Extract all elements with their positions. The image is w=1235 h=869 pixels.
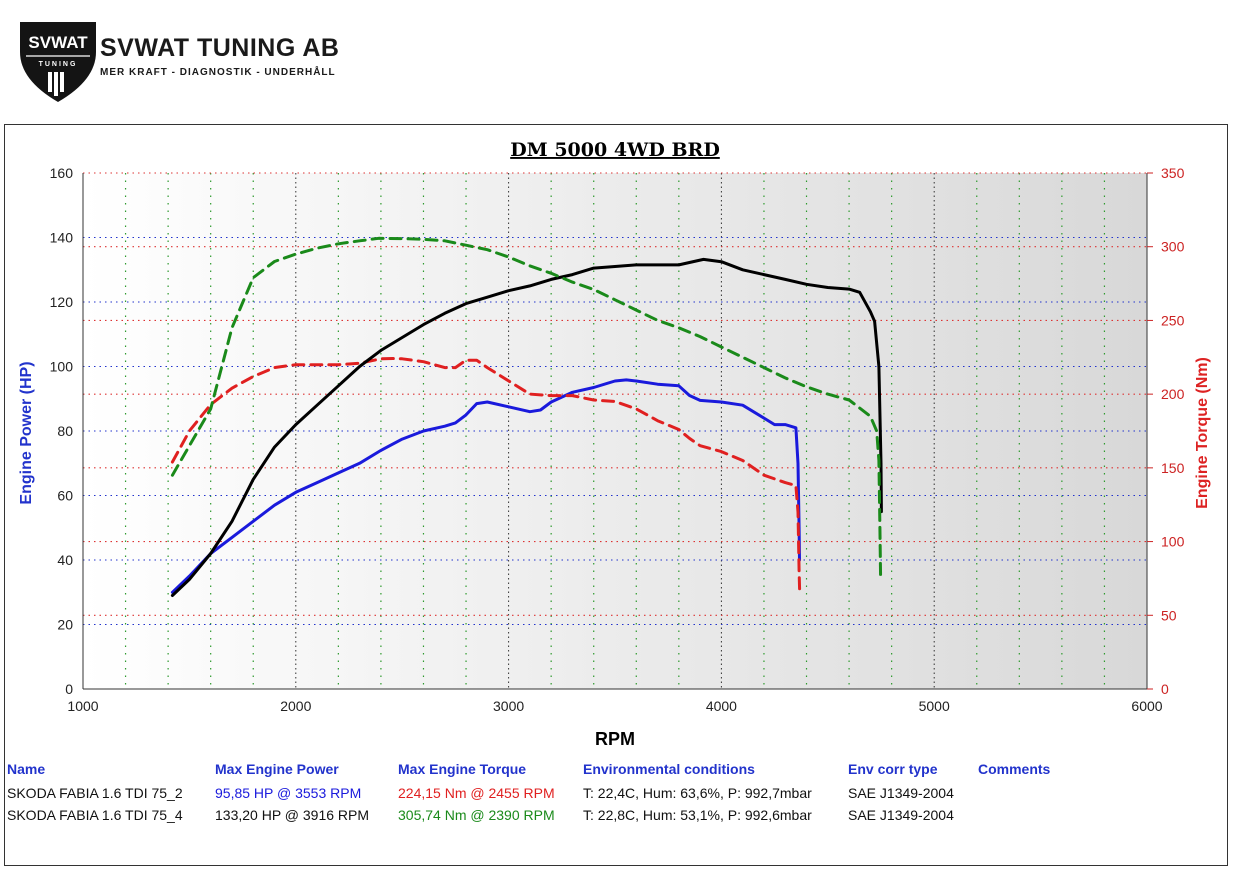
brand-header: SVWAT TUNING SVWAT TUNING AB MER KRAFT -… [10,18,350,113]
header-name: Name [7,761,46,777]
chart-title: DM 5000 4WD BRD [510,139,720,161]
y-axis-label-right: Engine Torque (Nm) [1194,357,1211,509]
logo-subtext: TUNING [39,61,78,68]
brand-name: SVWAT TUNING AB [100,34,340,62]
y-tick-label-left: 40 [57,552,73,568]
series-layer [170,236,883,597]
y-tick-label-left: 120 [50,294,74,310]
axes: 1000 2000 3000 4000 5000 60000204060801001201… [50,165,1185,714]
dyno-chart: 1000 2000 3000 4000 5000 60000204060801001201… [18,139,1211,749]
row-max-torque: 224,15 Nm @ 2455 RPM [398,785,555,801]
y-tick-label-right: 100 [1161,534,1185,550]
header-env-conditions: Environmental conditions [583,761,755,777]
results-table: Name Max Engine Power Max Engine Torque … [4,759,1228,866]
series-line-torque-1 [170,357,802,595]
y-tick-label-left: 80 [57,423,73,439]
x-tick-label: 2000 [280,698,311,714]
row-max-torque: 305,74 Nm @ 2390 RPM [398,807,555,823]
x-tick-label: 6000 [1131,698,1162,714]
row-name: SKODA FABIA 1.6 TDI 75_2 [7,785,183,801]
row-env-corr-type: SAE J1349-2004 [848,785,954,801]
row-max-power: 95,85 HP @ 3553 RPM [215,785,362,801]
y-tick-label-right: 200 [1161,386,1185,402]
y-tick-label-left: 100 [50,359,74,375]
row-env-corr-type: SAE J1349-2004 [848,807,954,823]
y-tick-label-left: 20 [57,617,73,633]
header-max-power: Max Engine Power [215,761,339,777]
y-tick-label-right: 50 [1161,607,1177,623]
row-max-power: 133,20 HP @ 3916 RPM [215,807,370,823]
header-env-corr-type: Env corr type [848,761,938,777]
y-axis-label-left: Engine Power (HP) [18,361,35,504]
y-tick-label-right: 250 [1161,312,1185,328]
y-tick-label-right: 0 [1161,681,1169,697]
x-tick-label: 1000 [67,698,98,714]
brand-tagline: MER KRAFT - DIAGNOSTIK - UNDERHÅLL [100,67,336,78]
header-comments: Comments [978,761,1051,777]
y-tick-label-left: 60 [57,488,73,504]
header-max-torque: Max Engine Torque [398,761,527,777]
brand-logo: SVWAT TUNING [20,22,96,102]
y-tick-label-left: 160 [50,165,74,181]
x-tick-label: 5000 [919,698,950,714]
x-tick-label: 3000 [493,698,524,714]
logo-text: SVWAT [28,33,88,52]
y-tick-label-right: 150 [1161,460,1185,476]
x-tick-label: 4000 [706,698,737,714]
row-env-conditions: T: 22,8C, Hum: 53,1%, P: 992,6mbar [583,807,812,823]
x-axis-label: RPM [595,729,635,749]
series-line-power-1 [170,378,801,594]
row-name: SKODA FABIA 1.6 TDI 75_4 [7,807,183,823]
y-tick-label-left: 140 [50,230,74,246]
dyno-chart-frame: 1000 2000 3000 4000 5000 6000 0 20 40 60 80 100 120 1… [4,124,1228,760]
y-tick-label-right: 300 [1161,239,1185,255]
row-env-conditions: T: 22,4C, Hum: 63,6%, P: 992,7mbar [583,785,812,801]
series-line-power-2 [170,257,883,597]
y-tick-label-right: 350 [1161,165,1185,181]
y-tick-label-left: 0 [65,681,73,697]
